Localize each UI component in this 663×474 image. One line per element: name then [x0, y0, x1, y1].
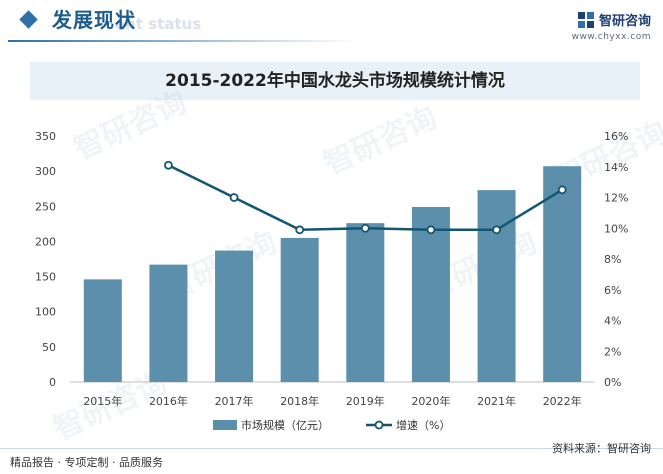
y-left-tick-label: 350	[35, 130, 56, 143]
chart-title: 2015-2022年中国水龙头市场规模统计情况	[165, 71, 505, 91]
x-tick-label: 2016年	[149, 394, 188, 408]
bar	[215, 250, 254, 382]
y-right-tick-label: 16%	[604, 130, 628, 143]
brand-block: 智研咨询 www.chyxx.com	[572, 10, 651, 42]
bar	[477, 190, 516, 382]
brand-logo-icon	[577, 11, 594, 28]
y-left-tick-label: 200	[35, 235, 56, 248]
y-right-tick-label: 14%	[604, 161, 628, 174]
x-tick-label: 2021年	[477, 394, 516, 408]
y-left-tick-label: 150	[35, 271, 56, 284]
watermark-text: 智研咨询	[319, 100, 443, 182]
legend-bar-label: 市场规模（亿元）	[241, 418, 329, 432]
bar	[346, 223, 385, 382]
page-header: ent status 发展现状 智研咨询 www.chyxx.com	[0, 0, 663, 58]
y-left-tick-label: 50	[42, 341, 56, 354]
y-right-tick-label: 6%	[604, 284, 621, 297]
legend-line-label: 增速（%）	[396, 418, 450, 432]
y-right-tick-label: 0%	[604, 376, 621, 389]
bar	[543, 166, 582, 382]
y-right-tick-label: 10%	[604, 222, 628, 235]
legend-bar-swatch	[213, 420, 237, 430]
line-point	[557, 185, 567, 195]
header-divider	[8, 40, 358, 42]
brand-url: www.chyxx.com	[571, 32, 651, 42]
line-point	[360, 223, 370, 233]
x-tick-label: 2017年	[215, 394, 254, 408]
bar	[149, 264, 188, 382]
footer-divider	[0, 448, 663, 449]
line-point	[295, 225, 305, 235]
footer-source: 资料来源：智研咨询	[552, 442, 651, 455]
x-tick-label: 2020年	[411, 394, 450, 408]
y-left-tick-label: 300	[35, 165, 56, 178]
x-tick-label: 2015年	[83, 394, 122, 408]
y-right-tick-label: 8%	[604, 253, 621, 266]
line-point	[426, 225, 436, 235]
footer-tagline: 精品报告 · 专项定制 · 品质服务	[10, 456, 163, 469]
y-right-tick-label: 4%	[604, 315, 621, 328]
line-point	[164, 160, 173, 170]
bar	[280, 237, 319, 382]
chart-title-bar: 2015-2022年中国水龙头市场规模统计情况	[30, 62, 640, 100]
y-left-tick-label: 250	[35, 200, 56, 213]
y-right-tick-label: 2%	[604, 345, 621, 358]
x-tick-label: 2018年	[280, 394, 319, 408]
x-tick-label: 2022年	[543, 394, 582, 408]
y-left-tick-label: 0	[49, 376, 56, 389]
brand-name: 智研咨询	[598, 14, 651, 29]
line-point	[492, 225, 501, 235]
section-title: 发展现状	[52, 8, 136, 32]
bar	[83, 279, 122, 382]
legend-line-marker	[374, 420, 384, 430]
line-point	[229, 193, 239, 202]
watermark-text: 智研咨询	[69, 85, 193, 167]
bar	[411, 206, 450, 382]
x-tick-label: 2019年	[346, 394, 385, 408]
y-right-tick-label: 12%	[604, 192, 628, 205]
y-left-tick-label: 100	[35, 306, 56, 319]
section-title-en: ent status	[115, 15, 202, 33]
